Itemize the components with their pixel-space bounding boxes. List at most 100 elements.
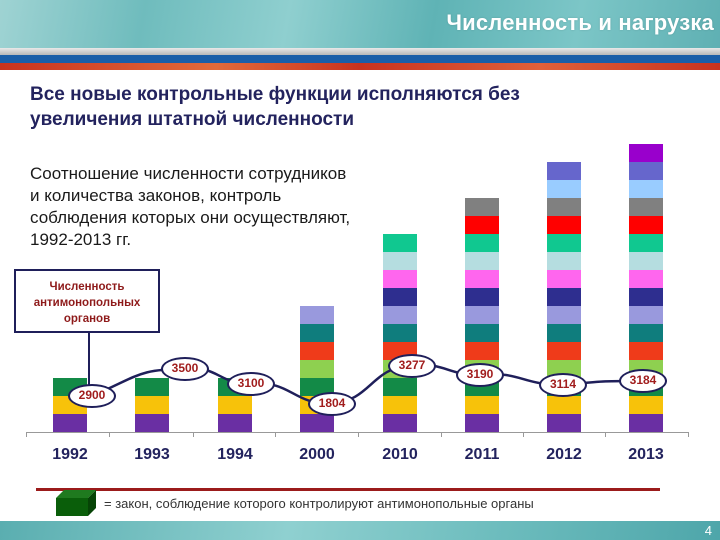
law-segment [383,270,417,288]
page-number: 4 [704,523,712,538]
law-segment [629,324,663,342]
law-segment [218,414,252,432]
staff-count-label: 2900 [68,384,116,408]
chart-description: Соотношение численности сотрудников и ко… [30,164,351,249]
staff-count-label: 3100 [227,372,275,396]
law-segment [629,270,663,288]
x-axis-label: 2012 [546,446,582,463]
law-segment [383,234,417,252]
callout-pointer [88,333,90,387]
flag-stripe-blue [0,55,720,63]
law-segment [465,288,499,306]
footer-banner [0,521,720,540]
x-axis-tick [358,432,359,437]
law-segment [547,288,581,306]
law-segment [300,324,334,342]
law-segment [465,306,499,324]
law-segment [629,216,663,234]
law-segment [547,252,581,270]
law-segment [629,234,663,252]
x-axis-label: 1994 [217,446,253,463]
header-banner [0,0,720,48]
law-segment [629,414,663,432]
law-segment [383,288,417,306]
law-segment [383,378,417,396]
x-axis-tick [523,432,524,437]
x-axis-label: 2010 [382,446,418,463]
law-segment [629,198,663,216]
law-segment [465,342,499,360]
law-segment [465,198,499,216]
law-segment [629,162,663,180]
law-segment [547,396,581,414]
x-axis-tick [109,432,110,437]
law-segment [383,414,417,432]
law-segment [547,414,581,432]
flag-stripe-white [0,48,720,55]
law-segment [300,360,334,378]
law-segment [547,216,581,234]
staff-count-label: 3114 [539,373,587,397]
law-segment [135,378,169,396]
law-segment [547,324,581,342]
law-segment [465,216,499,234]
x-axis-label: 1993 [134,446,170,463]
law-segment [465,252,499,270]
bar-1993 [135,378,169,432]
staff-count-label: 1804 [308,392,356,416]
law-segment [465,414,499,432]
law-segment [547,162,581,180]
x-axis-tick [26,432,27,437]
law-segment [218,396,252,414]
law-segment [300,414,334,432]
law-segment [629,306,663,324]
bar-2013 [629,144,663,432]
staff-count-label: 3184 [619,369,667,393]
law-segment [300,378,334,396]
law-segment [547,306,581,324]
law-segment [629,342,663,360]
x-axis-tick [605,432,606,437]
law-segment [465,270,499,288]
law-segment [465,396,499,414]
x-axis-tick [441,432,442,437]
law-segment [547,342,581,360]
law-segment [547,198,581,216]
law-segment [300,342,334,360]
x-axis-tick [193,432,194,437]
x-axis-tick [275,432,276,437]
x-axis-label: 2011 [464,446,500,463]
law-segment [629,288,663,306]
x-axis-label: 1992 [52,446,88,463]
staff-count-label: 3277 [388,354,436,378]
law-segment [629,144,663,162]
x-axis-tick [688,432,689,437]
law-segment [300,306,334,324]
law-segment [629,252,663,270]
staff-count-label: 3190 [456,363,504,387]
law-segment [383,396,417,414]
x-axis-label: 2013 [628,446,664,463]
law-cube-icon [56,490,96,516]
law-segment [383,306,417,324]
law-segment [383,324,417,342]
law-segment [383,252,417,270]
axis-underline [36,488,660,491]
law-segment [53,414,87,432]
bar-2000 [300,306,334,432]
law-segment [135,414,169,432]
law-segment [135,396,169,414]
x-axis [26,432,688,433]
legend-text: = закон, соблюдение которого контролирую… [104,496,534,511]
flag-stripe-red [0,63,720,70]
law-segment [629,396,663,414]
law-segment [547,180,581,198]
law-segment [465,234,499,252]
law-segment [629,180,663,198]
callout-box: Численность антимонопольных органов [14,269,160,333]
headline: Все новые контрольные функции исполняютс… [30,84,520,130]
law-segment [465,324,499,342]
law-segment [547,270,581,288]
staff-count-label: 3500 [161,357,209,381]
page-title: Численность и нагрузка [446,10,714,35]
